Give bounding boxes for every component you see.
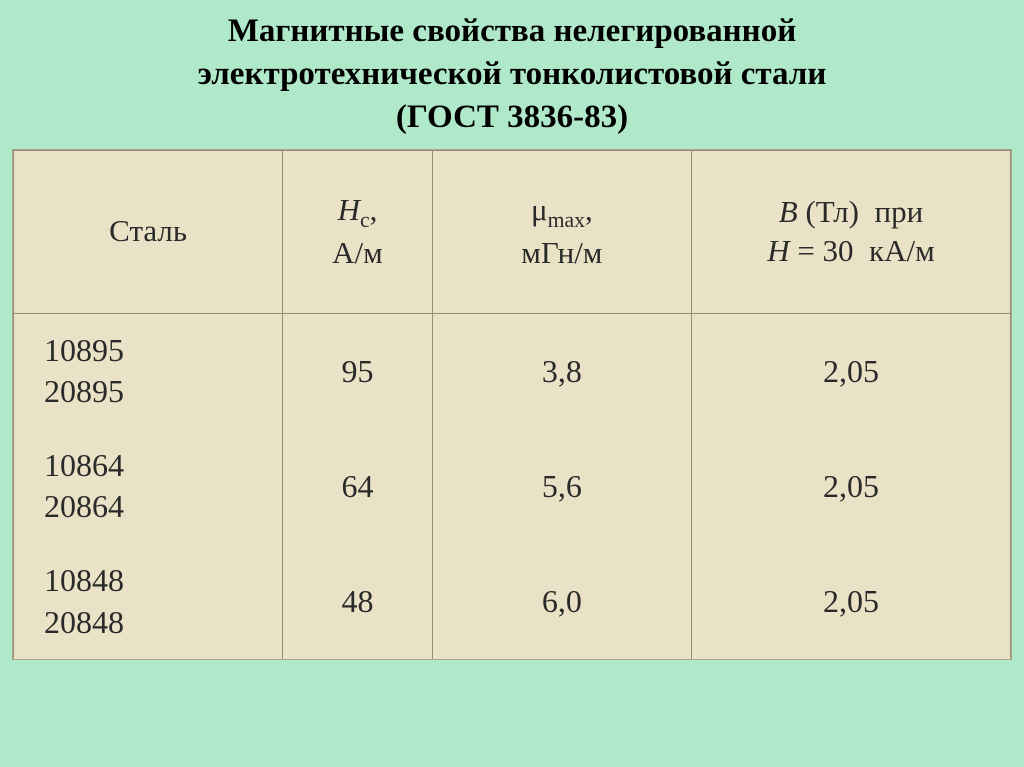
- cell-hc: 64: [283, 429, 433, 544]
- col-header-hc-line1: Hc,: [338, 192, 378, 227]
- table-row: 10848 20848 48 6,0 2,05: [14, 544, 1011, 659]
- title-line-2: электротехнической тонколистовой стали: [198, 56, 827, 92]
- properties-table-container: Сталь Hc, А/м μmax, мГн/м B (Тл) при H =…: [12, 149, 1012, 661]
- title-line-1: Магнитные свойства нелегированной: [228, 13, 796, 49]
- table-header-row: Сталь Hc, А/м μmax, мГн/м B (Тл) при H =…: [14, 150, 1011, 313]
- cell-b: 2,05: [691, 313, 1010, 429]
- cell-b: 2,05: [691, 544, 1010, 659]
- cell-mu: 5,6: [432, 429, 691, 544]
- col-header-b-line2: H = 30 кА/м: [767, 233, 935, 268]
- cell-steel-b: 20864: [44, 488, 124, 524]
- cell-steel-a: 10848: [44, 562, 124, 598]
- cell-hc: 48: [283, 544, 433, 659]
- col-header-b: B (Тл) при H = 30 кА/м: [691, 150, 1010, 313]
- cell-steel-b: 20848: [44, 604, 124, 640]
- col-header-mu-line2: мГн/м: [521, 235, 602, 270]
- page-title: Магнитные свойства нелегированной электр…: [0, 0, 1024, 143]
- table-body: 10895 20895 95 3,8 2,05 10864 20864 64 5…: [14, 313, 1011, 659]
- properties-table: Сталь Hc, А/м μmax, мГн/м B (Тл) при H =…: [13, 150, 1011, 660]
- cell-b: 2,05: [691, 429, 1010, 544]
- cell-steel: 10864 20864: [14, 429, 283, 544]
- col-header-steel: Сталь: [14, 150, 283, 313]
- cell-steel: 10895 20895: [14, 313, 283, 429]
- cell-mu: 3,8: [432, 313, 691, 429]
- col-header-mu-line1: μmax,: [531, 192, 593, 227]
- table-row: 10895 20895 95 3,8 2,05: [14, 313, 1011, 429]
- cell-steel-a: 10895: [44, 332, 124, 368]
- col-header-hc-line2: А/м: [332, 235, 383, 270]
- cell-steel-a: 10864: [44, 447, 124, 483]
- cell-hc: 95: [283, 313, 433, 429]
- col-header-steel-label: Сталь: [109, 213, 187, 248]
- col-header-b-line1: B (Тл) при: [779, 194, 923, 229]
- cell-steel: 10848 20848: [14, 544, 283, 659]
- table-row: 10864 20864 64 5,6 2,05: [14, 429, 1011, 544]
- title-line-3: (ГОСТ 3836-83): [396, 99, 628, 135]
- col-header-mu: μmax, мГн/м: [432, 150, 691, 313]
- col-header-hc: Hc, А/м: [283, 150, 433, 313]
- cell-steel-b: 20895: [44, 373, 124, 409]
- cell-mu: 6,0: [432, 544, 691, 659]
